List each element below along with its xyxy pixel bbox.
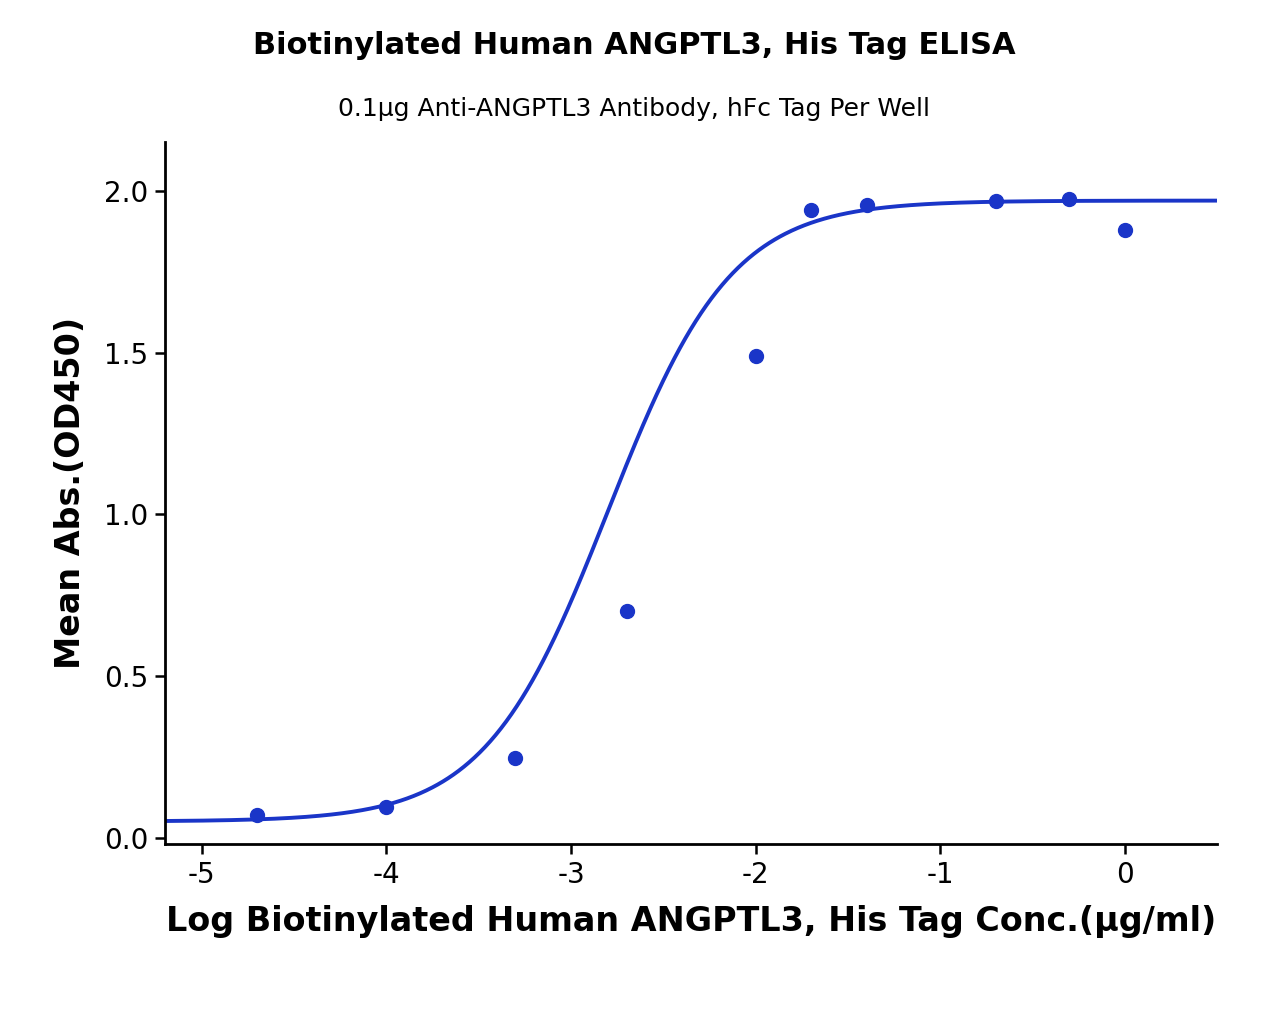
Point: [985, 192, 1006, 208]
Point: [857, 197, 877, 214]
Point: [1115, 222, 1135, 238]
Point: [377, 798, 397, 815]
Text: 0.1μg Anti-ANGPTL3 Antibody, hFc Tag Per Well: 0.1μg Anti-ANGPTL3 Antibody, hFc Tag Per…: [339, 97, 929, 121]
Text: Biotinylated Human ANGPTL3, His Tag ELISA: Biotinylated Human ANGPTL3, His Tag ELIS…: [252, 31, 1016, 60]
Point: [801, 202, 822, 219]
Point: [616, 603, 637, 619]
Point: [746, 348, 766, 364]
X-axis label: Log Biotinylated Human ANGPTL3, His Tag Conc.(μg/ml): Log Biotinylated Human ANGPTL3, His Tag …: [166, 905, 1216, 939]
Point: [247, 806, 268, 823]
Y-axis label: Mean Abs.(OD450): Mean Abs.(OD450): [55, 317, 87, 669]
Point: [506, 751, 526, 767]
Point: [1059, 191, 1079, 207]
